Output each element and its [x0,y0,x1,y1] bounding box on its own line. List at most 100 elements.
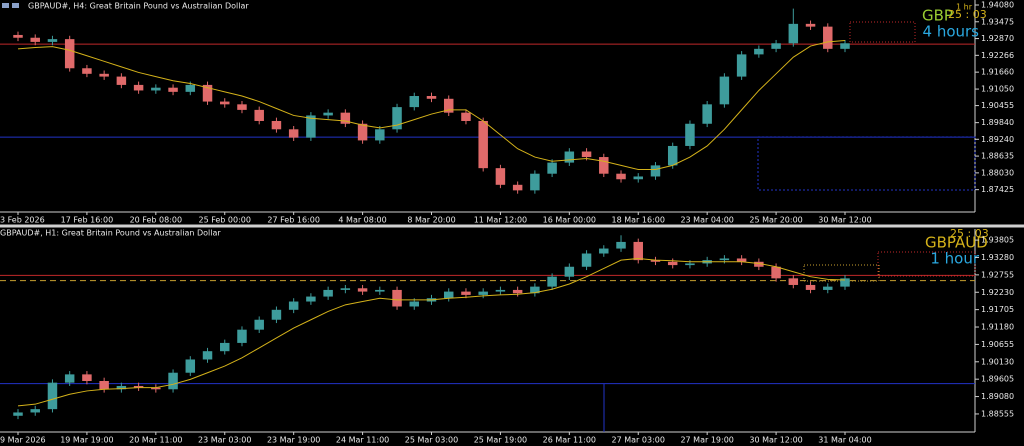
x-tick-label: 26 Mar 11:00 [543,436,596,445]
y-tick-label: 1.92755 [981,270,1014,279]
candle-body [564,266,575,277]
y-tick-label: 1.89605 [981,375,1014,384]
x-tick-label: 23 Mar 19:00 [267,436,320,445]
candle-body [202,84,213,102]
x-tick-label: 27 Mar 19:00 [680,436,733,445]
moving-average [17,40,846,171]
candle-body [771,266,781,279]
candle-body [616,173,626,180]
candle-body [823,26,833,49]
x-tick-label: 24 Mar 11:00 [336,436,389,445]
candle-body [151,387,161,390]
candle-body [133,84,144,91]
candle-body [357,288,368,292]
candle-body [633,176,643,180]
candle-body [495,168,506,185]
x-tick-label: 30 Mar 12:00 [818,216,871,225]
candle-body [357,123,368,141]
candle-body [375,289,385,292]
candle-body [168,372,178,390]
y-tick-label: 1.90655 [981,340,1014,349]
icon [2,3,9,8]
candle-body [220,342,230,352]
candle-body [47,382,58,410]
period: 4 hours [923,23,980,41]
y-tick-label: 1.89240 [981,135,1014,144]
candle-body [461,112,471,121]
y-tick-label: 1.91705 [981,305,1014,314]
candle-body [702,104,712,124]
countdown: 25 : 03 [948,8,987,21]
candle-body [754,48,764,55]
candle-body [719,76,730,105]
icon [12,3,19,8]
candle-body [288,301,299,310]
y-tick-label: 1.92870 [981,34,1014,43]
candle-body [82,374,92,382]
x-tick-label: 16 Mar 00:00 [543,216,596,225]
chart-title: GBPAUD#, H4: Great Britain Pound vs Aust… [28,2,249,11]
zone-box [877,251,976,277]
y-tick-label: 1.91180 [981,323,1014,332]
moving-average [17,257,846,407]
candle-body [271,120,282,130]
candle-body [13,412,23,416]
candle-body [392,289,402,307]
candle-body [340,112,351,124]
candle-body [443,98,454,113]
candle-body [736,54,747,77]
candle-body [599,248,609,254]
candle-body [99,381,109,390]
x-tick-label: 27 Feb 16:00 [267,216,319,225]
y-tick-label: 1.93280 [981,253,1014,262]
x-tick-label: 25 Feb 00:00 [199,216,251,225]
candle-body [581,151,592,158]
candle-body [581,253,592,267]
candle-body [823,286,833,290]
x-tick-label: 19 Mar 19:00 [60,436,113,445]
candle-body [306,296,316,302]
candle-body [82,68,92,74]
candle-body [340,288,351,290]
candle-body [719,258,730,261]
x-tick-label: 4 Mar 08:00 [338,216,386,225]
y-tick-label: 1.91050 [981,85,1014,94]
chart-title: GBPAUD#, H1: Great Britain Pound vs Aust… [0,229,221,238]
x-tick-label: 23 Mar 03:00 [198,436,251,445]
candle-body [306,115,316,138]
y-tick-label: 1.87425 [981,185,1014,194]
y-tick-label: 1.90455 [981,101,1014,110]
candle-body [685,263,695,266]
x-tick-label: 31 Mar 04:00 [818,436,871,445]
candle-body [185,84,196,92]
candle-body [220,101,230,105]
candle-body [650,260,661,262]
candle-body [64,374,75,383]
candle-body [288,129,299,138]
candle-body [530,286,540,294]
candle-body [30,409,40,413]
candle-body [788,278,799,285]
symbol: GBP [922,7,953,25]
candle-body [254,109,264,121]
x-tick-label: 3 Feb 2026 [0,216,45,225]
x-tick-label: 11 Mar 12:00 [474,216,527,225]
candle-body [202,351,213,360]
candle-body [30,37,40,42]
candle-body [667,145,678,166]
x-tick-label: 25 Mar 19:00 [474,436,527,445]
candle-body [478,291,488,295]
y-tick-label: 1.89840 [981,118,1014,127]
x-tick-label: 20 Mar 11:00 [129,436,182,445]
x-tick-label: 27 Mar 03:00 [612,436,665,445]
zone-box [849,21,916,43]
candle-body [254,319,264,330]
candle-body [805,284,816,290]
x-tick-label: 8 Mar 20:00 [407,216,455,225]
candle-body [168,87,178,92]
candle-body [633,241,643,261]
candle-body [237,329,247,343]
y-tick-label: 1.89080 [981,392,1014,401]
